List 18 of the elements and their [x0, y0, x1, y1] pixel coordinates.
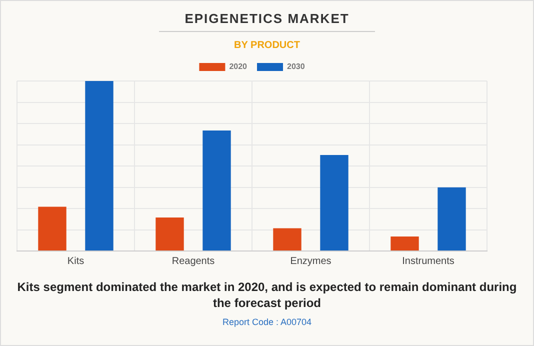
bar [202, 130, 231, 250]
chart-subtitle: BY PRODUCT [233, 40, 301, 51]
bar [320, 154, 348, 250]
bar [38, 206, 66, 250]
chart-title: EPIGENETICS MARKET [184, 11, 350, 26]
text: Kits segment dominated the market in 2020, and is expected to remain dominant during the forecast period [16, 279, 518, 311]
bar [156, 218, 184, 250]
legend-label: 2020 [229, 62, 248, 72]
x-tick-label: Kits [67, 256, 84, 267]
text: Report Code : A00704 [221, 317, 313, 327]
legend-label: 2030 [287, 62, 306, 72]
bar [390, 236, 419, 250]
x-tick-label: Reagents [172, 256, 215, 267]
bar [85, 81, 114, 250]
bar [273, 228, 302, 250]
x-tick-label: Enzymes [290, 256, 332, 267]
bar [438, 187, 466, 250]
x-tick-label: Instruments [402, 256, 454, 267]
